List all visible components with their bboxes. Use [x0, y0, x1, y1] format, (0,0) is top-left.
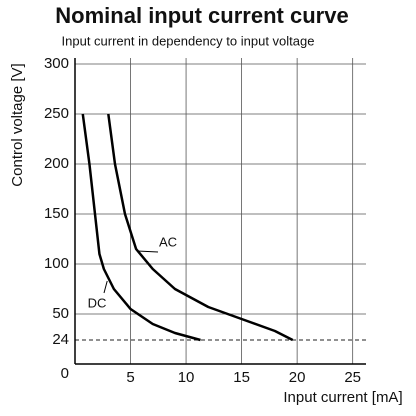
x-tick-label: 20	[289, 369, 306, 386]
label-leader	[137, 250, 159, 253]
y-tick-label: 0	[61, 365, 69, 382]
y-tick-label: 200	[44, 155, 69, 172]
label-leader	[103, 280, 108, 294]
x-tick-label: 15	[233, 369, 250, 386]
x-tick-label: 10	[178, 369, 195, 386]
reference-label: 24	[52, 331, 69, 348]
chart-title: Nominal input current curve	[55, 3, 348, 28]
series-label: DC	[88, 295, 107, 310]
chart-subtitle: Input current in dependency to input vol…	[62, 33, 315, 48]
y-axis-label: Control voltage [V]	[9, 63, 26, 186]
curve	[107, 113, 294, 342]
x-axis-label: Input current [mA]	[283, 389, 402, 406]
y-tick-label: 300	[44, 55, 69, 72]
y-tick-label: 100	[44, 255, 69, 272]
y-tick-label: 150	[44, 205, 69, 222]
y-tick-label: 50	[52, 305, 69, 322]
x-tick-label: 5	[126, 369, 134, 386]
y-tick-label: 250	[44, 105, 69, 122]
series-label: AC	[159, 234, 177, 249]
x-tick-label: 25	[344, 369, 361, 386]
curve	[81, 113, 201, 342]
